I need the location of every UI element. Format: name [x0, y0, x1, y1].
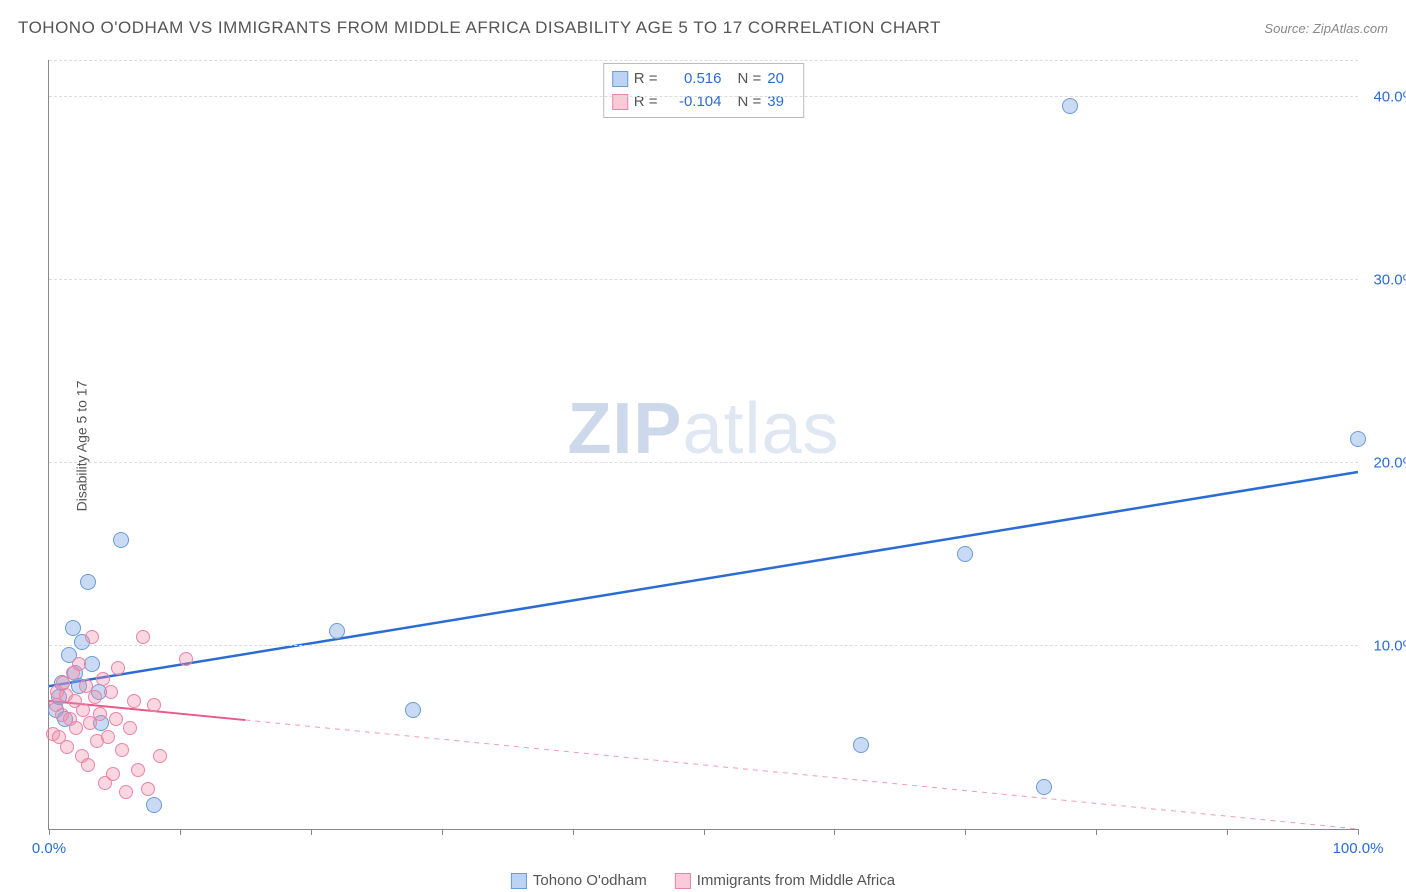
data-point	[106, 767, 120, 781]
swatch-blue-icon	[511, 873, 527, 889]
swatch-pink-icon	[675, 873, 691, 889]
data-point	[72, 657, 86, 671]
data-point	[127, 694, 141, 708]
data-point	[179, 652, 193, 666]
data-point	[96, 672, 110, 686]
data-point	[853, 737, 869, 753]
source-attribution: Source: ZipAtlas.com	[1264, 21, 1388, 36]
legend-item-1: Tohono O'odham	[511, 872, 647, 889]
bottom-legend: Tohono O'odham Immigrants from Middle Af…	[511, 872, 895, 889]
grid-line	[49, 96, 1358, 97]
data-point	[81, 758, 95, 772]
data-point	[111, 661, 125, 675]
data-point	[405, 702, 421, 718]
data-point	[1062, 98, 1078, 114]
data-point	[84, 656, 100, 672]
data-point	[69, 721, 83, 735]
legend-item-2: Immigrants from Middle Africa	[675, 872, 895, 889]
legend-label-2: Immigrants from Middle Africa	[697, 872, 895, 889]
data-point	[1350, 431, 1366, 447]
data-point	[136, 630, 150, 644]
data-point	[80, 574, 96, 590]
data-point	[115, 743, 129, 757]
y-tick-label: 10.0%	[1361, 637, 1406, 654]
data-point	[957, 546, 973, 562]
data-point	[141, 782, 155, 796]
data-point	[60, 740, 74, 754]
data-point	[104, 685, 118, 699]
chart-header: TOHONO O'ODHAM VS IMMIGRANTS FROM MIDDLE…	[18, 18, 1388, 38]
x-tick	[311, 829, 312, 835]
watermark-light: atlas	[682, 389, 839, 469]
r-label: R =	[634, 91, 658, 114]
trend-lines	[49, 60, 1358, 829]
data-point	[85, 630, 99, 644]
data-point	[113, 532, 129, 548]
y-tick-label: 40.0%	[1361, 88, 1406, 105]
data-point	[109, 712, 123, 726]
watermark-bold: ZIP	[567, 389, 682, 469]
x-tick-label: 100.0%	[1333, 840, 1384, 857]
legend-label-1: Tohono O'odham	[533, 872, 647, 889]
data-point	[123, 721, 137, 735]
data-point	[93, 707, 107, 721]
r-value-1: 0.516	[664, 68, 722, 91]
data-point	[1036, 779, 1052, 795]
data-point	[88, 690, 102, 704]
grid-line	[49, 279, 1358, 280]
data-point	[119, 785, 133, 799]
x-tick	[1096, 829, 1097, 835]
n-label: N =	[738, 68, 762, 91]
x-tick	[573, 829, 574, 835]
n-value-1: 20	[767, 68, 795, 91]
x-tick-label: 0.0%	[32, 840, 66, 857]
r-label: R =	[634, 68, 658, 91]
watermark: ZIPatlas	[567, 388, 839, 470]
data-point	[65, 620, 81, 636]
chart-title: TOHONO O'ODHAM VS IMMIGRANTS FROM MIDDLE…	[18, 18, 941, 38]
source-label: Source:	[1264, 21, 1309, 36]
correlation-legend: R = 0.516 N = 20 R = -0.104 N = 39	[603, 63, 805, 118]
data-point	[146, 797, 162, 813]
x-tick	[442, 829, 443, 835]
source-name: ZipAtlas.com	[1313, 21, 1388, 36]
data-point	[153, 749, 167, 763]
n-label: N =	[738, 91, 762, 114]
x-tick	[965, 829, 966, 835]
x-tick	[1358, 829, 1359, 835]
grid-line	[49, 462, 1358, 463]
corr-row-2: R = -0.104 N = 39	[612, 91, 796, 114]
data-point	[101, 730, 115, 744]
grid-line	[49, 60, 1358, 61]
x-tick	[704, 829, 705, 835]
x-tick	[49, 829, 50, 835]
y-tick-label: 20.0%	[1361, 454, 1406, 471]
y-tick-label: 30.0%	[1361, 271, 1406, 288]
swatch-blue-icon	[612, 71, 628, 87]
r-value-2: -0.104	[664, 91, 722, 114]
data-point	[131, 763, 145, 777]
corr-row-1: R = 0.516 N = 20	[612, 68, 796, 91]
x-tick	[834, 829, 835, 835]
grid-line	[49, 645, 1358, 646]
data-point	[329, 623, 345, 639]
x-tick	[180, 829, 181, 835]
x-tick	[1227, 829, 1228, 835]
n-value-2: 39	[767, 91, 795, 114]
plot-area: ZIPatlas R = 0.516 N = 20 R = -0.104 N =…	[48, 60, 1358, 830]
data-point	[147, 698, 161, 712]
